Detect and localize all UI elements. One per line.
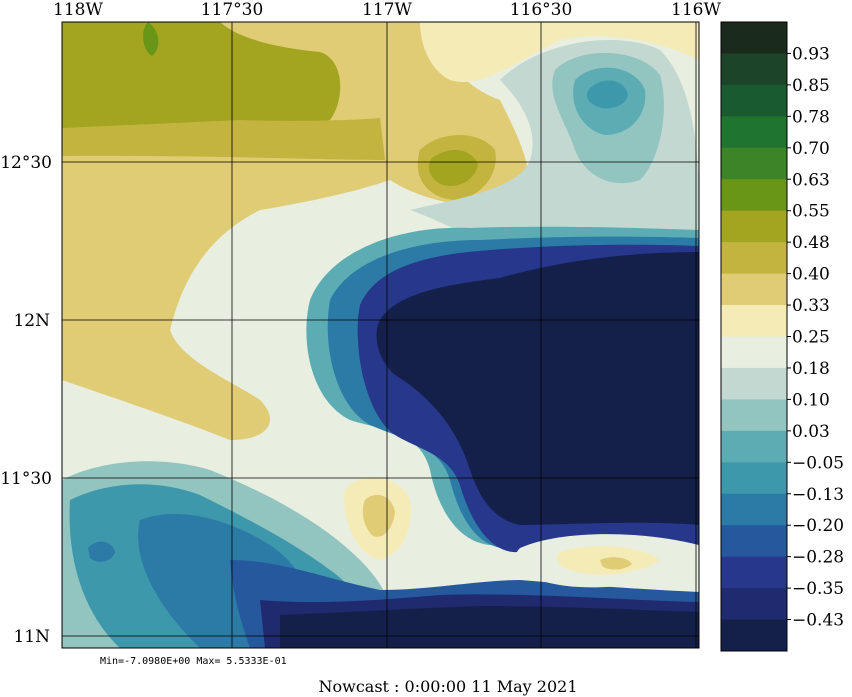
- colorbar-swatch-10: [721, 336, 787, 369]
- region-southwest-spot: [88, 541, 115, 562]
- lon-label-0: 118W: [53, 0, 103, 20]
- colorbar-swatch-4: [721, 147, 787, 180]
- colorbar-swatch-13: [721, 430, 787, 463]
- colorbar-swatch-2: [721, 84, 787, 117]
- lon-label-4: 116W: [671, 0, 721, 20]
- colorbar-label-6: 0.48: [792, 233, 830, 253]
- lon-label-1: 117°30: [201, 0, 264, 20]
- colorbar-label-13: −0.05: [792, 453, 844, 473]
- colorbar-label-12: 0.03: [792, 422, 830, 442]
- colorbar-label-5: 0.55: [792, 202, 830, 222]
- region-north-olive: [62, 22, 341, 130]
- region-east-pale: [420, 22, 699, 82]
- colorbar-swatch-3: [721, 116, 787, 149]
- colorbar-label-11: 0.10: [792, 390, 830, 410]
- colorbar-swatch-18: [721, 588, 787, 621]
- colorbar-swatch-5: [721, 179, 787, 212]
- latitude-labels: 12°30 12N 11°30 11N: [0, 153, 52, 647]
- colorbar-label-3: 0.70: [792, 139, 830, 159]
- colorbar: 0.93 0.85 0.78 0.70 0.63 0.55 0.48 0.40 0.33 0.25…: [720, 21, 844, 652]
- colorbar-label-10: 0.18: [792, 359, 830, 379]
- colorbar-swatch-0: [721, 22, 787, 54]
- colorbar-label-18: −0.43: [792, 611, 844, 631]
- lat-label-3: 11N: [13, 627, 50, 647]
- region-southeast-core: [600, 557, 632, 570]
- colorbar-label-2: 0.78: [792, 107, 830, 127]
- colorbar-label-17: −0.35: [792, 579, 844, 599]
- colorbar-swatch-8: [721, 273, 787, 306]
- colorbar-label-4: 0.63: [792, 170, 830, 190]
- min-max-stats: Min=-7.0980E+00 Max= 5.5333E-01: [100, 656, 287, 667]
- colorbar-label-7: 0.40: [792, 265, 830, 285]
- colorbar-label-15: −0.20: [792, 516, 844, 536]
- lat-label-2: 11°30: [0, 469, 52, 489]
- map-title: Nowcast : 0:00:00 11 May 2021: [318, 677, 577, 696]
- longitude-labels: 118W 117°30 117W 116°30 116W: [53, 0, 721, 20]
- colorbar-swatch-1: [721, 53, 787, 86]
- colorbar-swatch-16: [721, 525, 787, 558]
- lat-label-1: 12N: [13, 311, 50, 331]
- contour-field: [62, 22, 699, 648]
- colorbar-label-8: 0.33: [792, 296, 830, 316]
- region-olive-spot-core: [428, 149, 478, 186]
- colorbar-swatch-14: [721, 462, 787, 495]
- colorbar-label-16: −0.28: [792, 548, 844, 568]
- colorbar-swatch-9: [721, 305, 787, 337]
- colorbar-swatch-6: [721, 210, 787, 243]
- graticule: [62, 22, 699, 648]
- colorbar-swatch-12: [721, 399, 787, 432]
- lon-label-2: 117W: [362, 0, 412, 20]
- colorbar-label-9: 0.25: [792, 328, 830, 348]
- region-olive-peak: [143, 22, 159, 56]
- colorbar-swatch-15: [721, 493, 787, 526]
- colorbar-swatch-7: [721, 242, 787, 275]
- lon-label-3: 116°30: [510, 0, 573, 20]
- colorbar-swatch-11: [721, 367, 787, 400]
- colorbar-label-14: −0.13: [792, 485, 844, 505]
- region-east-teal-core: [586, 80, 628, 109]
- map-frame: [61, 21, 700, 649]
- colorbar-label-0: 0.93: [792, 44, 830, 64]
- region-south-core: [280, 606, 699, 648]
- colorbar-label-1: 0.85: [792, 76, 830, 96]
- lat-label-0: 12°30: [0, 153, 52, 173]
- colorbar-swatch-17: [721, 556, 787, 589]
- colorbar-swatch-19: [721, 619, 787, 652]
- region-inner-tan: [62, 118, 385, 160]
